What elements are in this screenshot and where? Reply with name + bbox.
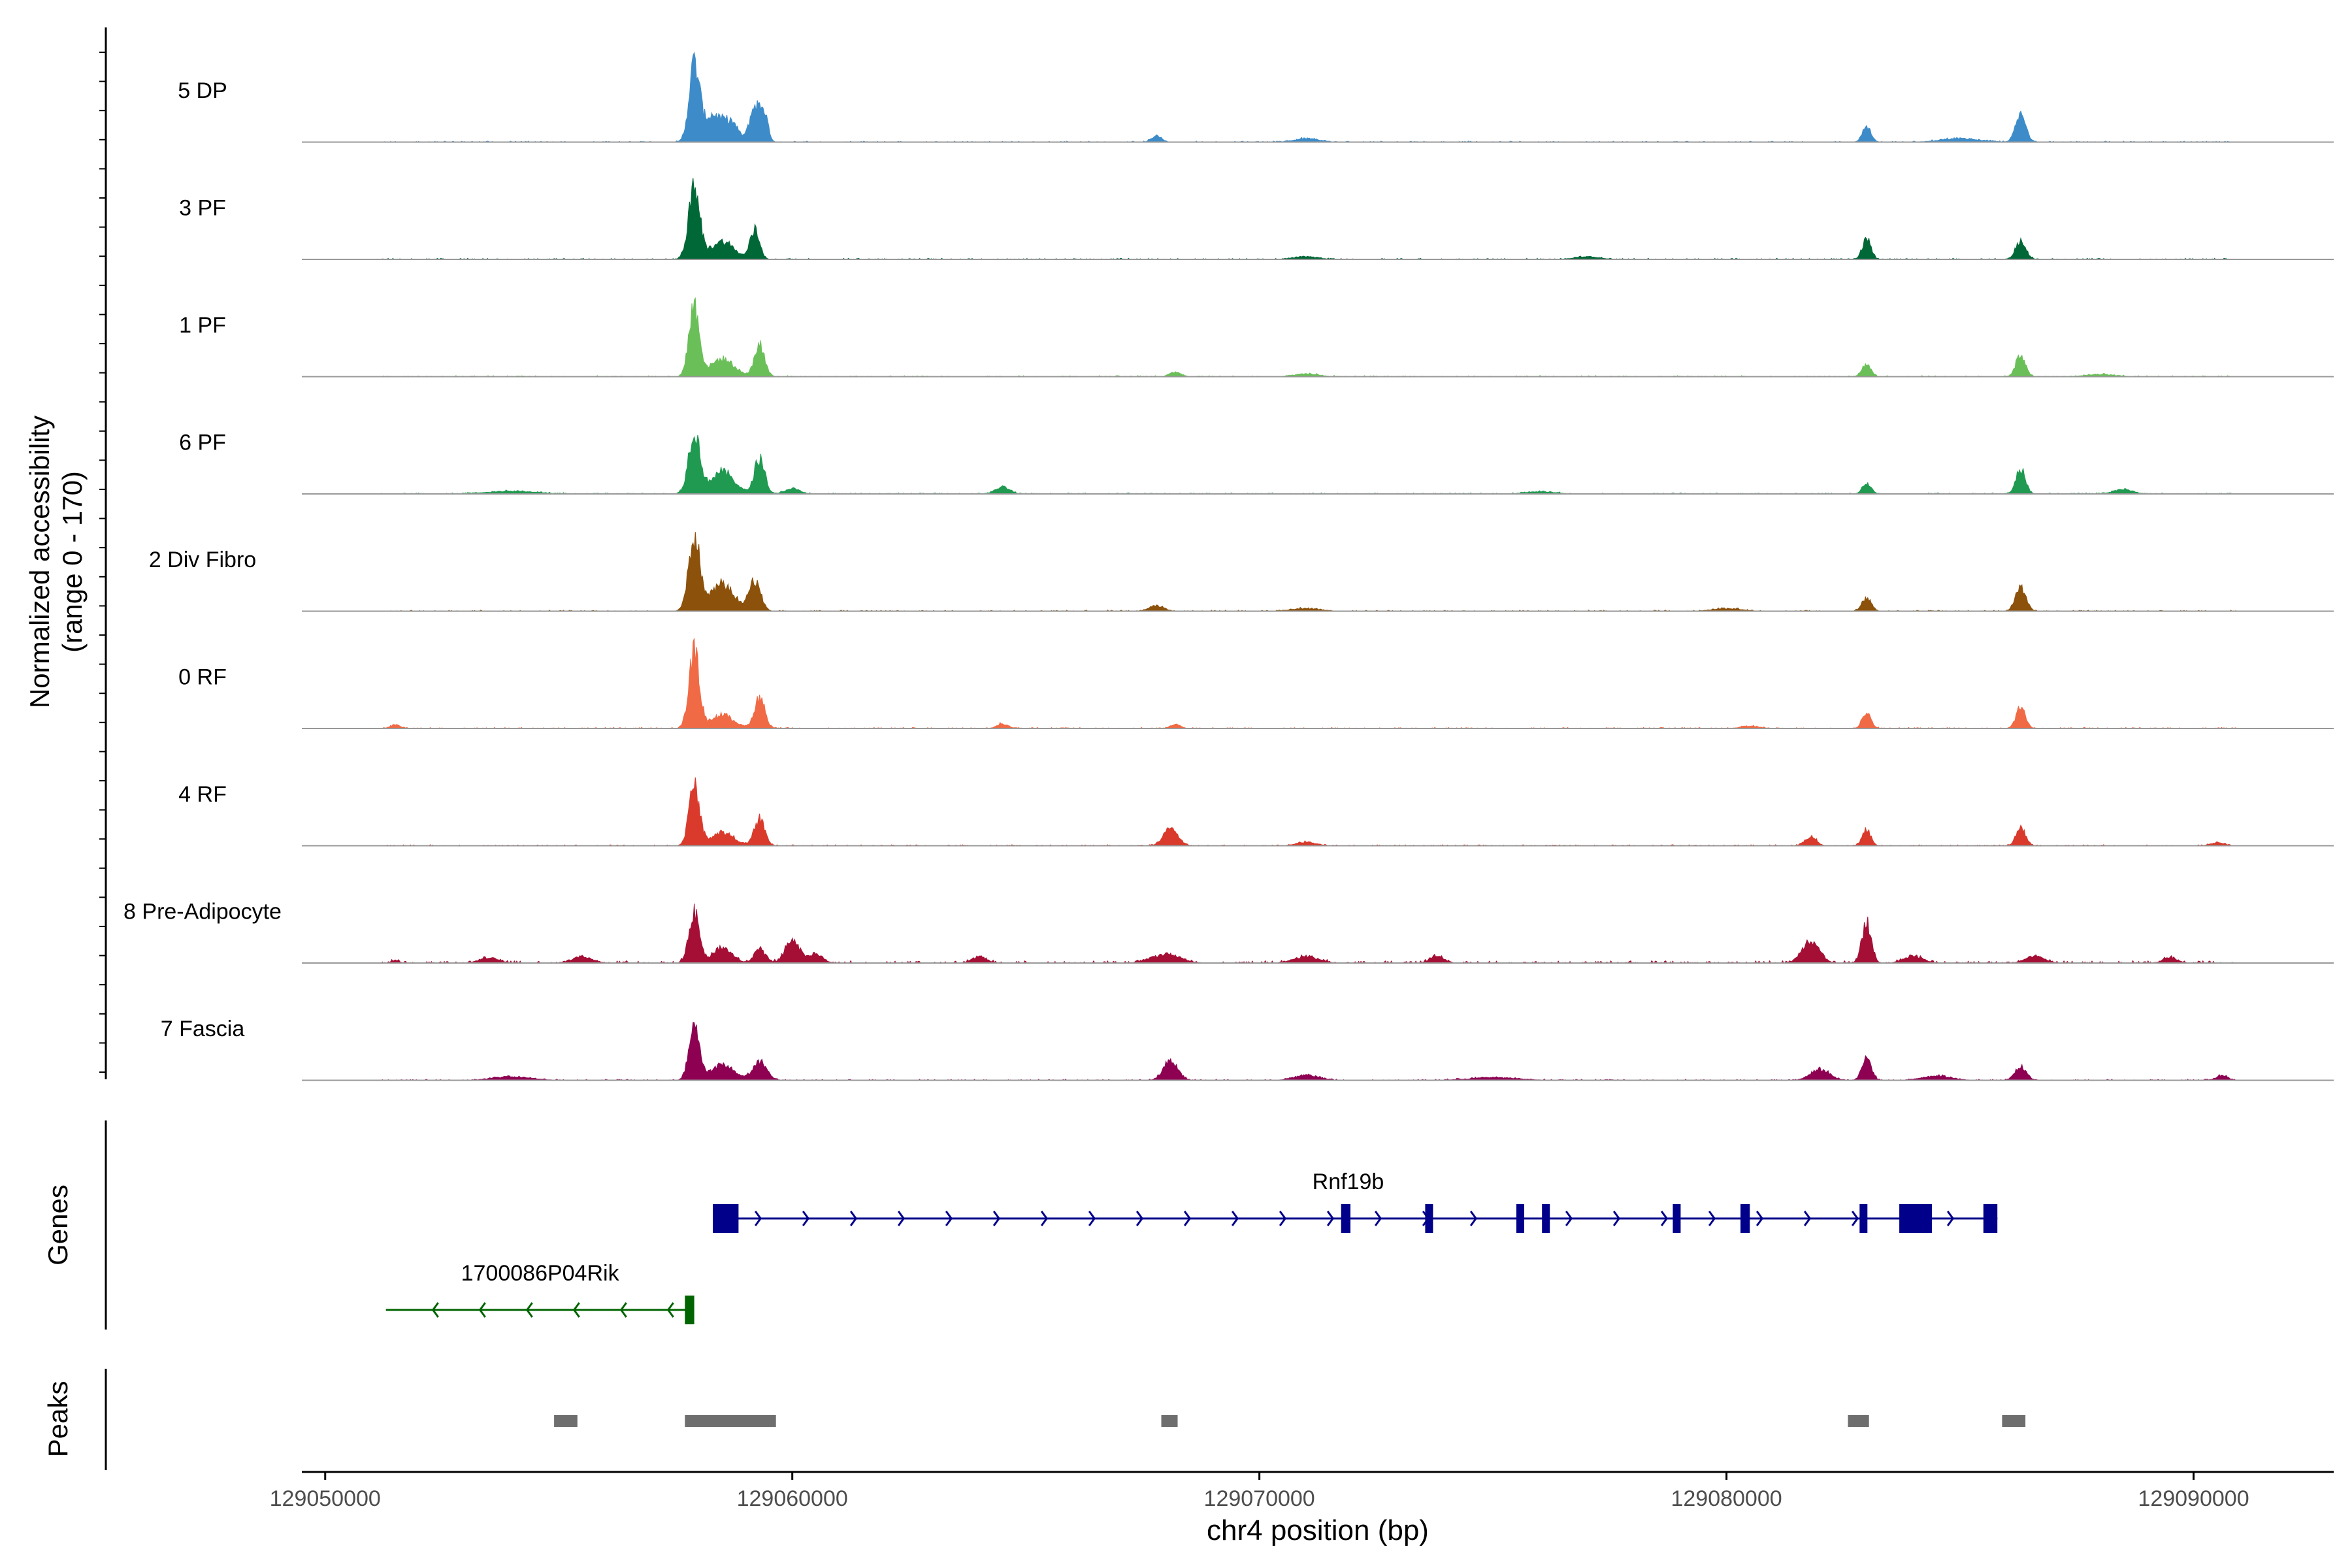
gene-rnf19b: Rnf19b <box>713 1169 1998 1233</box>
y-axis-title: Normalized accessibility (range 0 - 170) <box>24 416 88 708</box>
track-label: 2 Div Fibro <box>149 547 256 572</box>
coverage-area <box>381 297 2236 378</box>
x-axis-title: chr4 position (bp) <box>1207 1514 1429 1546</box>
track-label: 1 PF <box>179 313 226 338</box>
peak-region <box>554 1415 578 1427</box>
gene-exon <box>685 1296 694 1324</box>
genes-track: Rnf19b 1700086P04Rik <box>385 1169 1998 1324</box>
strand-chevron <box>1040 1211 1049 1226</box>
gene-exon <box>1740 1204 1750 1233</box>
coverage-area <box>381 434 2236 495</box>
strand-chevron <box>1708 1211 1716 1226</box>
gene-label: Rnf19b <box>1313 1169 1384 1194</box>
strand-chevron <box>431 1302 439 1318</box>
peak-region <box>685 1415 776 1427</box>
strand-chevron <box>1756 1211 1764 1226</box>
strand-chevron <box>525 1302 533 1318</box>
genes-track-label: Genes <box>42 1184 73 1266</box>
strand-chevron <box>945 1211 953 1226</box>
x-tick-label: 129090000 <box>2138 1486 2249 1511</box>
x-axis-ticks: 129050000 129060000 129070000 129080000 1290… <box>270 1472 2249 1511</box>
coverage-tracks: 5 DP 3 PF 1 PF 6 PF 2 Div Fibro 0 RF 4 RF 8 Pre… <box>123 52 2334 1081</box>
gene-exon <box>713 1204 739 1233</box>
coverage-area <box>381 638 2236 729</box>
coverage-area <box>381 52 2236 143</box>
track-label: 4 RF <box>178 782 227 807</box>
coverage-area <box>381 178 2236 260</box>
y-axis-range-label: (range 0 - 170) <box>57 471 88 653</box>
peak-region <box>1848 1415 1869 1427</box>
track-label: 7 Fascia <box>161 1017 245 1041</box>
gene-1700086p04rik: 1700086P04Rik <box>385 1261 694 1324</box>
strand-chevron <box>1279 1211 1287 1226</box>
strand-chevron <box>1135 1211 1144 1226</box>
track-label: 6 PF <box>179 431 226 455</box>
strand-chevron <box>1088 1211 1096 1226</box>
peak-region <box>1161 1415 1178 1427</box>
strand-chevron <box>754 1211 762 1226</box>
x-tick-label: 129060000 <box>737 1486 848 1511</box>
peak-region <box>2002 1415 2026 1427</box>
strand-chevron <box>802 1211 810 1226</box>
strand-chevron <box>897 1211 906 1226</box>
gene-exon <box>1899 1204 1933 1233</box>
strand-chevron <box>1326 1211 1335 1226</box>
strand-chevron <box>1946 1211 1955 1226</box>
strand-chevron <box>666 1302 674 1318</box>
strand-chevron <box>1469 1211 1478 1226</box>
track-label: 8 Pre-Adipocyte <box>123 900 282 924</box>
track-3-pf: 3 PF <box>179 178 2334 260</box>
coverage-area <box>381 532 2236 612</box>
track-6-pf: 6 PF <box>179 431 2334 495</box>
track-7-fascia: 7 Fascia <box>161 1017 2334 1081</box>
track-label: 5 DP <box>178 78 227 103</box>
gene-exon <box>1859 1204 1868 1233</box>
coverage-area <box>381 777 2236 847</box>
x-tick-label: 129050000 <box>270 1486 381 1511</box>
gene-exon <box>1425 1204 1433 1233</box>
gene-exon <box>1516 1204 1524 1233</box>
strand-chevron <box>1851 1211 1859 1226</box>
strand-chevron <box>1231 1211 1239 1226</box>
strand-chevron <box>1183 1211 1192 1226</box>
coverage-area <box>380 904 2236 964</box>
coverage-y-axis-ticks <box>99 52 106 1073</box>
x-tick-label: 129070000 <box>1204 1486 1315 1511</box>
strand-chevron <box>1612 1211 1621 1226</box>
gene-exon <box>1341 1204 1350 1233</box>
strand-chevron <box>619 1302 627 1318</box>
y-axis-label: Normalized accessibility <box>24 416 55 708</box>
track-label: 3 PF <box>179 196 226 221</box>
gene-label: 1700086P04Rik <box>461 1261 620 1286</box>
gene-exon <box>1542 1204 1550 1233</box>
coverage-area <box>381 1022 2236 1081</box>
gene-exon <box>1673 1204 1681 1233</box>
strand-chevron <box>1803 1211 1812 1226</box>
peaks-track <box>554 1415 2026 1427</box>
strand-chevron <box>992 1211 1001 1226</box>
track-4-rf: 4 RF <box>178 777 2334 847</box>
gene-exon <box>1983 1204 1998 1233</box>
peaks-track-label: Peaks <box>42 1381 73 1458</box>
x-tick-label: 129080000 <box>1671 1486 1782 1511</box>
strand-chevron <box>572 1302 580 1318</box>
track-label: 0 RF <box>178 665 227 690</box>
track-8-pre-adipocyte: 8 Pre-Adipocyte <box>123 900 2334 964</box>
strand-chevron <box>1565 1211 1573 1226</box>
strand-chevron <box>478 1302 486 1318</box>
track-2-div-fibro: 2 Div Fibro <box>149 532 2334 612</box>
track-1-pf: 1 PF <box>179 297 2334 378</box>
strand-chevron <box>1374 1211 1382 1226</box>
strand-chevron <box>1660 1211 1669 1226</box>
strand-chevron <box>849 1211 858 1226</box>
track-0-rf: 0 RF <box>178 638 2334 729</box>
track-5-dp: 5 DP <box>178 52 2334 143</box>
